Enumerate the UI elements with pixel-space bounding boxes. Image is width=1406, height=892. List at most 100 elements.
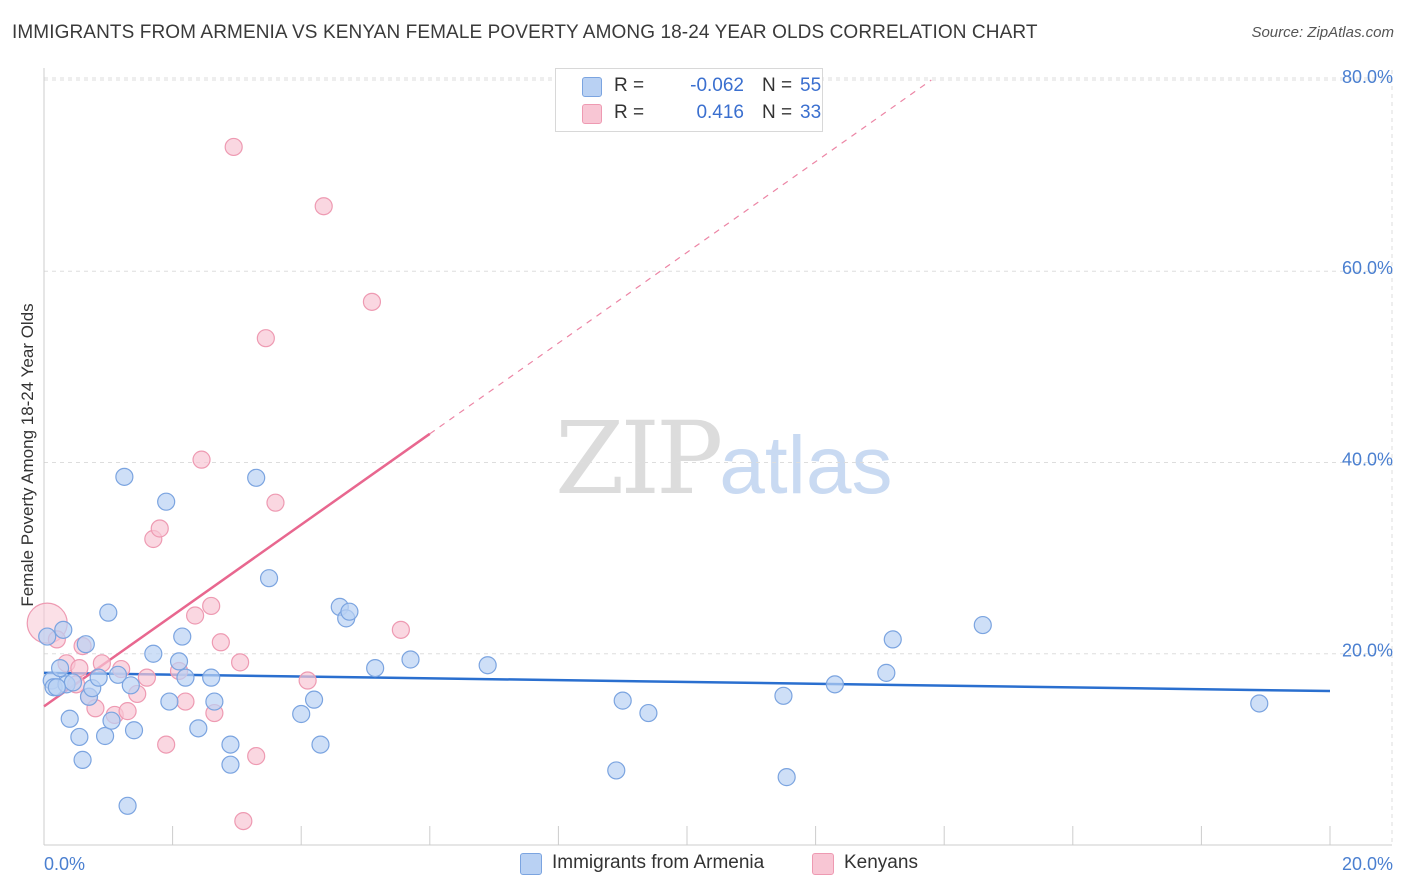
gridlines (44, 70, 1393, 845)
y-tick-label: 60.0% (1342, 258, 1393, 278)
legend-swatch-pink (812, 853, 834, 875)
armenia-point (70, 727, 89, 747)
axes (43, 68, 1392, 846)
armenia-point (973, 615, 992, 635)
armenia-point (304, 690, 324, 709)
armenia-point (73, 750, 92, 769)
legend-r-value: -0.062 (690, 75, 744, 96)
legend-label: Immigrants from Armenia (552, 852, 765, 873)
kenyans-point (266, 493, 285, 512)
armenia-point (292, 704, 311, 724)
armenia-point (259, 569, 279, 588)
source-credit: Source: ZipAtlas.com (1251, 24, 1394, 41)
armenia-point (60, 709, 79, 728)
zipatlas-watermark: ZIPatlas (555, 400, 893, 517)
armenia-point (108, 665, 128, 684)
armenia-point (99, 603, 118, 622)
kenyans-point (298, 671, 317, 690)
armenia-point (205, 692, 224, 711)
kenyans-point (150, 519, 169, 538)
armenia-point (118, 796, 137, 815)
kenyans-point (314, 197, 333, 216)
armenia-point (160, 692, 179, 711)
kenyans-point (362, 292, 382, 311)
armenia-point (176, 668, 195, 687)
x-tick-label: 0.0% (44, 854, 85, 874)
armenia-point (366, 658, 385, 678)
armenia-point (340, 602, 359, 621)
legend-label: Kenyans (844, 852, 918, 873)
kenyans-point (234, 811, 253, 831)
kenyans-point (224, 137, 243, 157)
armenia-point (311, 735, 330, 754)
legend-n-label: N = (762, 102, 793, 123)
armenia-point (777, 768, 796, 787)
armenia-point (221, 735, 240, 754)
legend-r-label: R = (614, 75, 645, 96)
legend-swatch-pink (582, 104, 602, 124)
trend-line-kenyans-extension (429, 79, 932, 435)
kenyans-point (137, 668, 156, 687)
legend-swatch-blue (582, 77, 602, 97)
x-tick-label: 20.0% (1342, 854, 1393, 874)
armenia-point (157, 492, 176, 511)
armenia-point (95, 726, 115, 746)
armenia-point (63, 673, 83, 692)
armenia-point (478, 656, 497, 675)
armenia-point (124, 721, 144, 740)
armenia-point (1250, 694, 1269, 713)
armenia-point (825, 675, 844, 694)
armenia-point (54, 620, 73, 639)
armenia-point (76, 635, 95, 654)
legend-n-label: N = (762, 75, 793, 96)
y-tick-label: 20.0% (1342, 641, 1393, 661)
kenyans-point (186, 606, 205, 625)
legend-swatch-blue (520, 853, 542, 875)
y-tick-label: 80.0% (1342, 67, 1393, 87)
watermark-zip: ZIP (555, 400, 723, 517)
legend-n-value: 55 (800, 75, 822, 96)
armenia-point (102, 711, 121, 730)
armenia-point (38, 627, 57, 646)
kenyans-point (118, 702, 137, 721)
armenia-point (221, 755, 240, 774)
kenyans-point (202, 596, 221, 616)
armenia-point (613, 691, 632, 710)
kenyans-point (157, 735, 176, 754)
armenia-point (89, 668, 108, 687)
legend-r-value: 0.416 (696, 102, 744, 123)
chart-title: IMMIGRANTS FROM ARMENIA VS KENYAN FEMALE… (12, 22, 1038, 43)
armenia-point (202, 668, 221, 687)
armenia-point (115, 467, 134, 486)
legend-r-label: R = (614, 102, 645, 123)
armenia-point (50, 658, 70, 678)
kenyans-point (192, 450, 211, 469)
legend-n-value: 33 (800, 102, 822, 123)
armenia-point (607, 761, 626, 780)
data-points (26, 137, 1269, 831)
armenia-point (121, 676, 140, 695)
kenyans-point (211, 633, 230, 652)
armenia-point (169, 652, 189, 671)
armenia-point (401, 650, 420, 669)
armenia-point (144, 644, 163, 663)
armenia-point (247, 468, 266, 487)
armenia-point (883, 630, 902, 649)
kenyans-point (391, 620, 410, 639)
tick-labels: 20.0% 40.0% 60.0% 80.0% 0.0% 20.0% (44, 67, 1393, 874)
armenia-point (189, 719, 208, 738)
armenia-point (774, 686, 793, 705)
armenia-point (47, 678, 66, 697)
kenyans-point (176, 692, 195, 711)
kenyans-point (256, 329, 275, 348)
trend-lines (43, 79, 1331, 708)
armenia-point (173, 627, 192, 646)
y-tick-label: 40.0% (1342, 449, 1393, 469)
armenia-point (877, 663, 896, 682)
watermark-atlas: atlas (719, 420, 893, 511)
kenyans-point (247, 746, 266, 766)
correlation-legend: R = -0.062 N = 55 R = 0.416 N = 33 (555, 68, 823, 132)
kenyans-point (231, 653, 250, 672)
trend-line-armenia (43, 671, 1331, 693)
